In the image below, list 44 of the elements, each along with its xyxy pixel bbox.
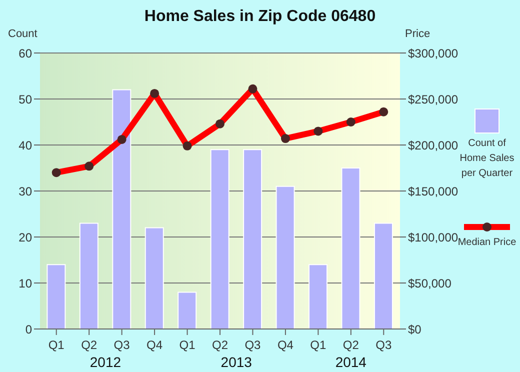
bar — [276, 186, 295, 329]
y2-tick-label: $100,000 — [408, 230, 458, 244]
x-tick-label: Q3 — [376, 338, 392, 352]
bar — [46, 264, 66, 329]
text: 2012 — [90, 354, 122, 370]
text: 2013 — [220, 354, 252, 370]
y-tick-label: 50 — [18, 92, 32, 106]
x-tick-label: Q1 — [179, 338, 196, 352]
legend-label: Count of Home Sales per Quarter — [460, 138, 514, 179]
bar — [308, 264, 328, 329]
legend-label: Median Price — [458, 236, 516, 250]
y2-tick-label: $50,000 — [408, 276, 452, 290]
text: 2014 — [335, 354, 367, 370]
x-tick-label: Q2 — [212, 338, 228, 352]
bar — [341, 168, 360, 329]
y-tick-label: 60 — [18, 46, 32, 60]
x-tick-label: Q2 — [342, 338, 360, 352]
x-tick-label: Q3 — [244, 338, 262, 352]
y2-tick-label: $250,000 — [408, 92, 458, 106]
y2-tick-label: $300,000 — [408, 46, 458, 60]
bar — [178, 292, 197, 329]
bar — [210, 149, 230, 329]
x-tick-label: Q3 — [114, 338, 130, 352]
bar — [374, 222, 393, 329]
x-tick-label: Q1 — [48, 338, 65, 352]
y2-tick-label: $0 — [408, 322, 422, 336]
bar — [144, 227, 164, 329]
x-tick-label: Q4 — [277, 338, 294, 352]
y2-tick-label: $200,000 — [408, 138, 458, 152]
y-axis-title: Count — [8, 28, 38, 40]
x-tick-label: Q4 — [146, 338, 163, 352]
y-tick-label: 30 — [18, 184, 32, 198]
y-tick-label: 0 — [25, 322, 32, 336]
y2-tick-label: $150,000 — [408, 184, 458, 198]
y-tick-label: 40 — [18, 138, 32, 152]
bar — [112, 89, 132, 329]
y2-axis-title: Price — [405, 28, 430, 40]
bar — [243, 149, 262, 329]
x-tick-label: Q1 — [310, 338, 327, 352]
y-tick-label: 20 — [18, 230, 32, 244]
chart-title: Home Sales in Zip Code 06480 — [143, 8, 377, 26]
x-tick-label: Q2 — [81, 338, 98, 352]
y-tick-label: 10 — [18, 276, 32, 290]
bar — [79, 222, 98, 329]
